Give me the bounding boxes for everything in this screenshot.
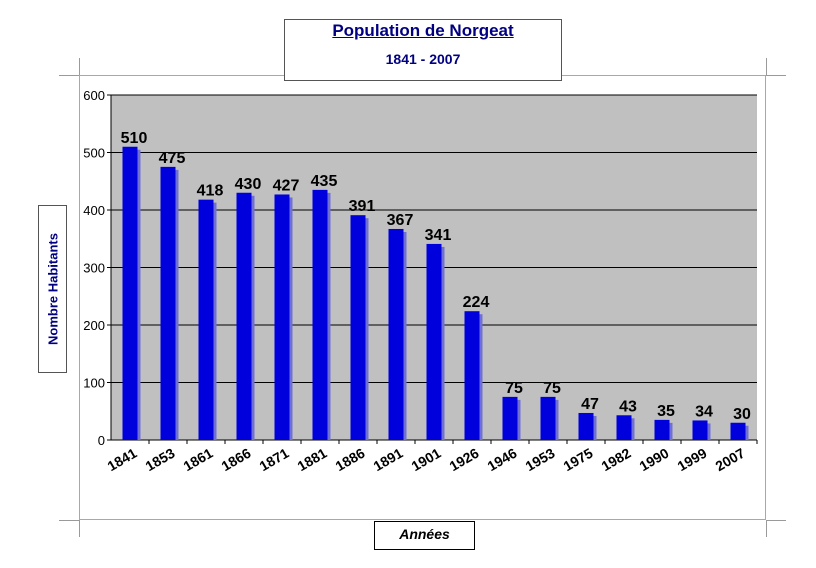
x-tick-label: 1841 (105, 445, 140, 475)
bar (540, 396, 556, 440)
bar (274, 194, 290, 440)
bar-value-label: 47 (581, 396, 599, 413)
x-tick-label: 1990 (637, 445, 672, 475)
bar (388, 228, 404, 440)
x-axis-label-box: Années (374, 521, 475, 550)
crop-mark-tr-h (766, 75, 786, 76)
x-tick-label: 1881 (295, 445, 330, 475)
crop-mark-bl-v (79, 520, 80, 537)
x-tick-label: 1953 (523, 445, 558, 475)
bar (160, 166, 176, 440)
y-tick-label: 400 (83, 203, 105, 218)
x-tick-label: 1866 (219, 445, 254, 475)
bar (198, 199, 214, 440)
y-tick-label: 100 (83, 376, 105, 391)
y-tick-label: 600 (83, 88, 105, 103)
x-tick-label: 1946 (485, 445, 520, 475)
bar (426, 243, 442, 440)
bar-value-label: 427 (273, 177, 300, 194)
x-tick-label: 1886 (333, 445, 368, 475)
bar (312, 189, 328, 440)
x-tick-label: 1926 (447, 445, 482, 475)
crop-mark-tr-v (766, 58, 767, 75)
bar-value-label: 34 (695, 403, 713, 420)
y-axis-label-box: Nombre Habitants (38, 205, 67, 373)
bar (464, 311, 480, 440)
bar-value-label: 510 (121, 130, 148, 147)
bar-value-label: 435 (311, 173, 338, 190)
crop-mark-tl-h (59, 75, 79, 76)
bar-value-label: 35 (657, 403, 675, 420)
x-tick-label: 1901 (409, 445, 444, 475)
bar-value-label: 430 (235, 176, 262, 193)
bar (122, 146, 138, 440)
crop-mark-tl-v (79, 58, 80, 75)
x-tick-label: 1861 (181, 445, 216, 475)
bar (654, 419, 670, 440)
bar (350, 215, 366, 440)
bar (692, 420, 708, 440)
x-tick-label: 1975 (561, 445, 596, 475)
chart-subtitle: 1841 - 2007 (385, 51, 461, 67)
x-tick-label: 1871 (257, 445, 292, 475)
x-tick-label: 1999 (675, 445, 710, 475)
bar-value-label: 391 (349, 198, 376, 215)
bar (578, 412, 594, 440)
chart-title: Population de Norgeat (332, 21, 514, 40)
bar (236, 192, 252, 440)
y-tick-label: 0 (98, 433, 105, 448)
y-tick-label: 300 (83, 261, 105, 276)
bar (502, 396, 518, 440)
bar (616, 415, 632, 440)
x-axis-label: Années (399, 526, 450, 542)
bar-value-label: 30 (733, 406, 751, 423)
x-tick-label: 1891 (371, 445, 406, 475)
bar-value-label: 475 (159, 150, 186, 167)
bar-value-label: 75 (505, 380, 523, 397)
bar-value-label: 224 (463, 294, 490, 311)
bar (730, 422, 746, 440)
bar-value-label: 341 (425, 227, 452, 244)
bar-value-label: 418 (197, 183, 224, 200)
crop-mark-br-h (766, 520, 786, 521)
y-tick-label: 500 (83, 146, 105, 161)
x-tick-label: 1853 (143, 445, 178, 475)
bar-value-label: 43 (619, 398, 637, 415)
x-tick-label: 1982 (599, 445, 634, 475)
y-tick-label: 200 (83, 318, 105, 333)
x-tick-label: 2007 (713, 445, 748, 475)
bar-value-label: 75 (543, 380, 561, 397)
chart-title-box: Population de Norgeat 1841 - 2007 (284, 19, 562, 81)
bar-value-label: 367 (387, 212, 414, 229)
crop-mark-bl-h (59, 520, 79, 521)
crop-mark-br-v (766, 520, 767, 537)
